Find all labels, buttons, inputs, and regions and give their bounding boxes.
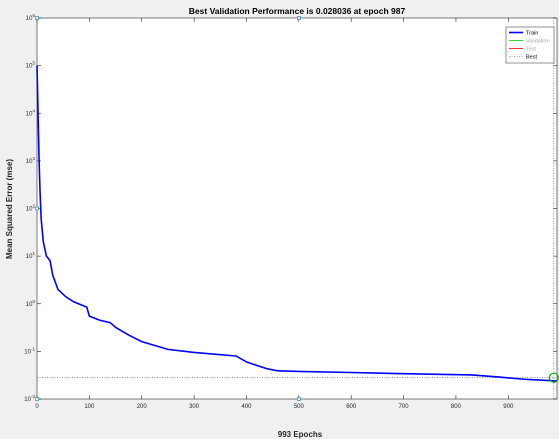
y-tick-label: 10-2 <box>24 394 35 403</box>
y-tick-label: 10-1 <box>24 346 35 355</box>
y-tick-label: 100 <box>26 299 36 308</box>
y-tick-label: 101 <box>26 251 36 260</box>
marker-square <box>297 16 301 20</box>
x-axis-label: 993 Epochs <box>278 430 323 439</box>
y-tick-label: 102 <box>26 204 36 213</box>
x-tick-label: 700 <box>399 404 410 410</box>
legend-label: Validation <box>526 39 550 45</box>
marker-square <box>35 206 39 211</box>
y-tick-label: 103 <box>26 156 36 165</box>
legend: Train Validation Test Best <box>505 26 555 64</box>
chart-title: Best Validation Performance is 0.028036 … <box>189 6 406 16</box>
x-tick-label: 400 <box>241 404 252 410</box>
x-tick-label: 200 <box>137 404 148 410</box>
y-tick-label: 105 <box>26 61 36 70</box>
legend-label: Best <box>526 55 537 61</box>
marker-square <box>35 16 39 20</box>
x-tick-label: 100 <box>84 404 95 410</box>
y-tick-label: 106 <box>26 13 36 22</box>
y-tick-label: 104 <box>26 108 36 117</box>
plot-area <box>36 17 558 400</box>
x-tick-label: 500 <box>294 404 305 410</box>
y-axis-label: Mean Squared Error (mse) <box>5 159 14 259</box>
x-tick-label: 300 <box>189 404 200 410</box>
x-tick-label: 0 <box>35 404 39 410</box>
x-tick-label: 900 <box>503 404 514 410</box>
series-line-train <box>36 65 558 382</box>
legend-label: Train <box>526 31 538 37</box>
marker-square <box>297 397 301 401</box>
best-marker-circle <box>548 372 559 383</box>
marker-square <box>35 397 39 401</box>
legend-label: Test <box>526 47 537 53</box>
x-tick-label: 600 <box>346 404 357 410</box>
x-tick-label: 800 <box>451 404 462 410</box>
